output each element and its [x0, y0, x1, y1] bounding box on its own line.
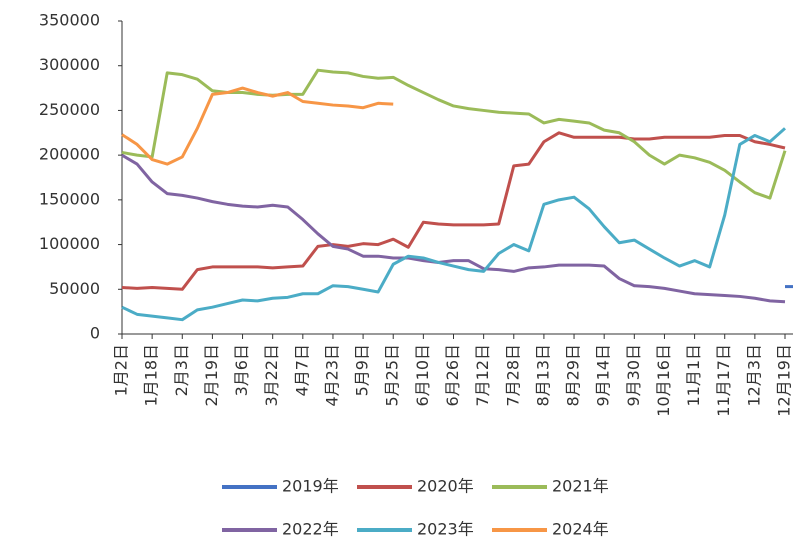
legend-label: 2024年 — [552, 520, 609, 539]
x-tick-label: 5月25日 — [383, 344, 402, 407]
x-tick-label: 12月19日 — [775, 344, 793, 417]
series-line — [121, 86, 394, 166]
series-line — [121, 153, 786, 304]
x-tick-label: 2月19日 — [202, 344, 221, 407]
y-tick-label: 150000 — [39, 189, 100, 208]
x-tick-label: 10月16日 — [654, 344, 673, 417]
y-tick-label: 0 — [90, 324, 100, 343]
x-tick-label: 7月28日 — [503, 344, 522, 407]
x-tick-label: 3月22日 — [262, 344, 281, 407]
y-tick-label: 300000 — [39, 55, 100, 74]
x-tick-label: 11月17日 — [714, 344, 733, 417]
x-tick-label: 1月18日 — [142, 344, 161, 407]
x-tick-label: 4月23日 — [322, 344, 341, 407]
x-tick-label: 7月12日 — [473, 344, 492, 407]
series-line — [121, 131, 786, 291]
x-tick-label: 5月9日 — [353, 344, 372, 396]
x-tick-label: 3月6日 — [232, 344, 251, 396]
x-tick-label: 9月30日 — [624, 344, 643, 407]
x-tick-label: 6月10日 — [413, 344, 432, 407]
y-tick-label: 350000 — [39, 11, 100, 30]
y-tick-label: 50000 — [49, 279, 100, 298]
x-tick-label: 8月29日 — [564, 344, 583, 407]
legend-label: 2023年 — [417, 520, 474, 539]
x-tick-label: 4月7日 — [292, 344, 311, 396]
legend-label: 2022年 — [282, 520, 339, 539]
legend-label: 2021年 — [552, 477, 609, 496]
y-tick-label: 100000 — [39, 234, 100, 253]
legend-label: 2019年 — [282, 477, 339, 496]
y-tick-label: 200000 — [39, 145, 100, 164]
x-tick-label: 11月1日 — [684, 344, 703, 407]
x-tick-label: 1月2日 — [112, 344, 131, 396]
x-tick-label: 2月3日 — [172, 344, 191, 396]
x-tick-label: 12月3日 — [744, 344, 763, 407]
x-tick-label: 8月13日 — [533, 344, 552, 407]
series-line — [121, 68, 787, 200]
x-tick-label: 9月14日 — [594, 344, 613, 407]
legend-label: 2020年 — [417, 477, 474, 496]
x-tick-label: 6月26日 — [443, 344, 462, 407]
series-line — [121, 127, 786, 322]
y-tick-label: 250000 — [39, 100, 100, 119]
